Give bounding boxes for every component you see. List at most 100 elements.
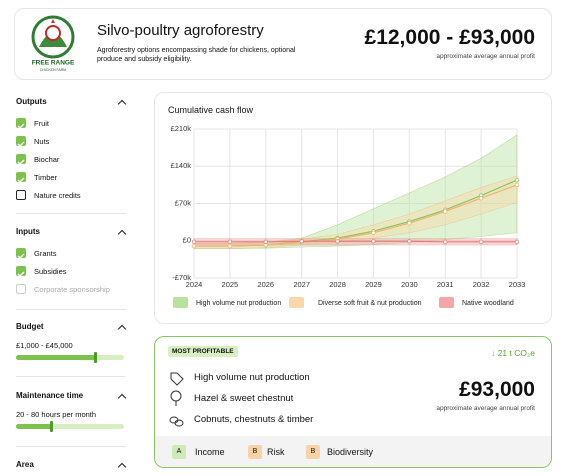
slider-fill xyxy=(16,355,96,360)
legend-swatch xyxy=(439,297,454,308)
item-icons xyxy=(169,372,184,427)
x-tick-label: 2027 xyxy=(293,280,310,289)
checkbox[interactable] xyxy=(16,172,26,183)
slider-thumb xyxy=(50,421,53,432)
range-label: 20 - 80 hours per month xyxy=(16,410,97,419)
data-point xyxy=(443,239,448,245)
x-tick-label: 2024 xyxy=(186,280,203,289)
tag: MOST PROFITABLE xyxy=(168,346,238,357)
data-point xyxy=(191,239,197,245)
range-label: £1,000 - £45,000 xyxy=(16,341,73,350)
y-tick-label: £0 xyxy=(183,236,191,245)
legend-swatch xyxy=(289,297,304,308)
x-tick-label: 2025 xyxy=(222,280,239,289)
checkbox[interactable] xyxy=(16,266,26,277)
chart-title: Cumulative cash flow xyxy=(168,105,254,115)
data-point xyxy=(263,239,268,245)
checkbox xyxy=(16,284,26,294)
grade-badge: A xyxy=(172,445,186,459)
logo: FREE RANGE CHICKEN FARM xyxy=(31,15,75,72)
profit: £93,000 xyxy=(459,378,535,401)
grade-label: Biodiversity xyxy=(327,447,374,457)
series-line xyxy=(194,184,518,247)
checkmark xyxy=(17,253,25,259)
checkbox[interactable] xyxy=(16,248,26,259)
checkbox[interactable] xyxy=(16,136,26,147)
checkbox-label: Timber xyxy=(34,173,58,182)
profit-range: £12,000 - £93,000 xyxy=(364,26,535,49)
checkmark xyxy=(17,123,25,129)
recommendation-card: MOST PROFITABLE ↓ 21 t CO₂e £93,000 appr… xyxy=(154,336,552,468)
checkbox-label: Subsidies xyxy=(34,267,67,276)
x-tick-label: 2031 xyxy=(437,280,454,289)
section-title: Inputs xyxy=(16,227,40,236)
checkbox[interactable] xyxy=(16,118,26,129)
grade-label: Risk xyxy=(267,447,285,457)
y-tick-label: £140k xyxy=(171,161,192,170)
divider xyxy=(16,376,126,377)
x-tick-label: 2030 xyxy=(401,280,418,289)
x-tick-label: 2026 xyxy=(257,280,274,289)
data-point xyxy=(514,182,520,188)
checkbox[interactable] xyxy=(16,154,26,165)
grade-label: Income xyxy=(195,447,225,457)
checkbox-label: Corporate sponsorship xyxy=(34,285,110,294)
legend-swatch xyxy=(173,297,188,308)
checkmark xyxy=(17,159,25,165)
y-tick-label: £210k xyxy=(171,124,192,133)
profit-caption: approximate average annual profit xyxy=(436,405,535,412)
option-item: Cobnuts, chestnuts & timber xyxy=(194,414,314,425)
checkbox-label: Biochar xyxy=(34,155,60,164)
divider xyxy=(16,213,126,214)
data-point xyxy=(407,220,412,226)
uncertainty-band xyxy=(193,134,518,250)
section-title: Maintenance time xyxy=(16,391,84,400)
chart-card: Cumulative cash flow xyxy=(154,92,552,324)
data-point xyxy=(299,239,304,244)
option-item: High volume nut production xyxy=(194,372,310,383)
slider[interactable] xyxy=(16,421,124,432)
x-tick-label: 2028 xyxy=(329,280,346,289)
slider-fill xyxy=(16,424,52,429)
data-point xyxy=(514,239,520,245)
grades-bar xyxy=(155,436,551,467)
grade-badge: B xyxy=(306,445,320,459)
series-line xyxy=(194,240,517,243)
x-tick-label: 2032 xyxy=(473,280,490,289)
checkbox-label: Nuts xyxy=(34,137,50,146)
legend-label: High volume nut production xyxy=(196,300,281,307)
checkbox-label: Grants xyxy=(34,249,57,258)
data-point xyxy=(191,243,197,249)
divider xyxy=(16,309,126,310)
data-point xyxy=(227,239,233,245)
slider[interactable] xyxy=(16,352,124,363)
data-point xyxy=(335,239,340,244)
legend-label: Diverse soft fruit & nut production xyxy=(318,300,422,307)
data-point xyxy=(227,243,233,249)
title: Silvo-poultry agroforestry xyxy=(97,22,264,39)
collapse-toggle[interactable] xyxy=(117,462,127,472)
checkbox[interactable] xyxy=(16,190,26,200)
checkbox-label: Fruit xyxy=(34,119,49,128)
section-title: Area xyxy=(16,460,34,469)
grade-badge: B xyxy=(248,445,262,459)
data-point xyxy=(407,239,412,244)
data-point xyxy=(478,195,484,201)
header-card: FREE RANGE CHICKEN FARM Silvo-poultry ag… xyxy=(14,8,552,80)
data-point xyxy=(371,230,376,235)
data-point xyxy=(514,177,520,183)
x-tick-label: 2033 xyxy=(509,280,526,289)
x-tick-label: 2029 xyxy=(365,280,382,289)
data-point xyxy=(371,239,376,244)
description: Agroforestry options encompassing shade … xyxy=(97,47,296,63)
data-point xyxy=(443,209,448,214)
checkmark xyxy=(17,271,25,277)
section-title: Budget xyxy=(16,322,44,331)
logo-subtitle: CHICKEN FARM xyxy=(40,68,67,72)
data-point xyxy=(478,239,484,245)
section-title: Outputs xyxy=(16,97,47,106)
collapse-toggle[interactable] xyxy=(117,393,127,403)
slider-thumb xyxy=(94,352,97,363)
checkmark xyxy=(17,141,25,147)
